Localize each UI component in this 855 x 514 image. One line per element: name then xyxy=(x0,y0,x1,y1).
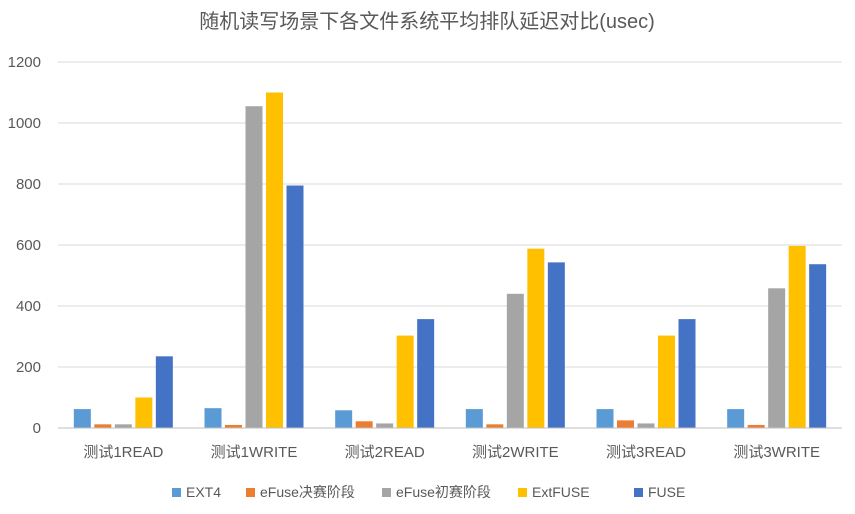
bar-0-0 xyxy=(73,409,91,428)
legend-swatch xyxy=(634,488,643,497)
bar-5-3 xyxy=(788,245,806,428)
bar-3-0 xyxy=(465,409,483,428)
bar-2-4 xyxy=(417,319,435,428)
bar-4-0 xyxy=(596,409,614,428)
bar-2-1 xyxy=(355,421,373,428)
bar-4-1 xyxy=(617,420,634,428)
category-label: 测试2WRITE xyxy=(472,444,559,461)
y-tick-label: 400 xyxy=(16,298,41,315)
bar-1-3 xyxy=(266,92,283,428)
bar-1-1 xyxy=(225,424,242,428)
legend-swatch xyxy=(518,488,527,497)
gridlines xyxy=(58,61,842,368)
legend-label: eFuse初赛阶段 xyxy=(396,484,491,500)
bar-0-1 xyxy=(94,424,112,428)
bar-4-2 xyxy=(637,423,655,428)
legend-swatch xyxy=(382,488,391,497)
x-axis-labels: 测试1READ 测试1WRITE 测试2READ 测试2WRITE 测试3READ 测试3… xyxy=(83,444,820,461)
y-tick-label: 200 xyxy=(16,359,41,376)
chart-title: 随机读写场景下各文件系统平均排队延迟对比(usec) xyxy=(199,10,655,33)
bar-1-4 xyxy=(286,185,304,428)
legend-label: FUSE xyxy=(648,484,685,500)
bar-5-1 xyxy=(747,424,765,428)
y-tick-label: 0 xyxy=(33,420,41,437)
bar-1-2 xyxy=(245,106,263,428)
category-label: 测试3WRITE xyxy=(733,444,820,461)
bar-3-3 xyxy=(527,248,545,428)
category-label: 测试1WRITE xyxy=(211,444,298,461)
bar-2-2 xyxy=(376,423,394,428)
bar-5-2 xyxy=(768,288,786,428)
bar-1-0 xyxy=(204,408,222,428)
legend: EXT4 eFuse决赛阶段 eFuse初赛阶段 ExtFUSE FUSE xyxy=(172,484,685,500)
bar-5-4 xyxy=(809,264,827,428)
bar-5-0 xyxy=(727,409,745,428)
bar-0-3 xyxy=(135,397,153,428)
category-label: 测试3READ xyxy=(606,444,686,461)
legend-label: EXT4 xyxy=(186,484,221,500)
legend-swatch xyxy=(172,488,181,497)
bar-0-2 xyxy=(114,424,132,428)
bar-2-0 xyxy=(335,410,353,428)
category-label: 测试2READ xyxy=(345,444,425,461)
bar-3-2 xyxy=(506,293,524,428)
bar-2-3 xyxy=(396,335,414,428)
y-tick-label: 1200 xyxy=(8,54,41,71)
bars xyxy=(73,92,827,428)
category-label: 测试1READ xyxy=(83,444,163,461)
legend-label: ExtFUSE xyxy=(532,484,590,500)
y-tick-label: 800 xyxy=(16,176,41,193)
bar-4-4 xyxy=(678,319,696,428)
bar-3-4 xyxy=(547,262,565,428)
bar-0-4 xyxy=(155,356,173,428)
legend-label: eFuse决赛阶段 xyxy=(260,484,355,500)
bar-4-3 xyxy=(658,335,675,428)
bar-3-1 xyxy=(486,424,504,428)
legend-swatch xyxy=(246,488,255,497)
y-tick-label: 1000 xyxy=(8,115,41,132)
y-axis-ticks: 0 200 400 600 800 1000 1200 xyxy=(8,54,41,437)
y-tick-label: 600 xyxy=(16,237,41,254)
